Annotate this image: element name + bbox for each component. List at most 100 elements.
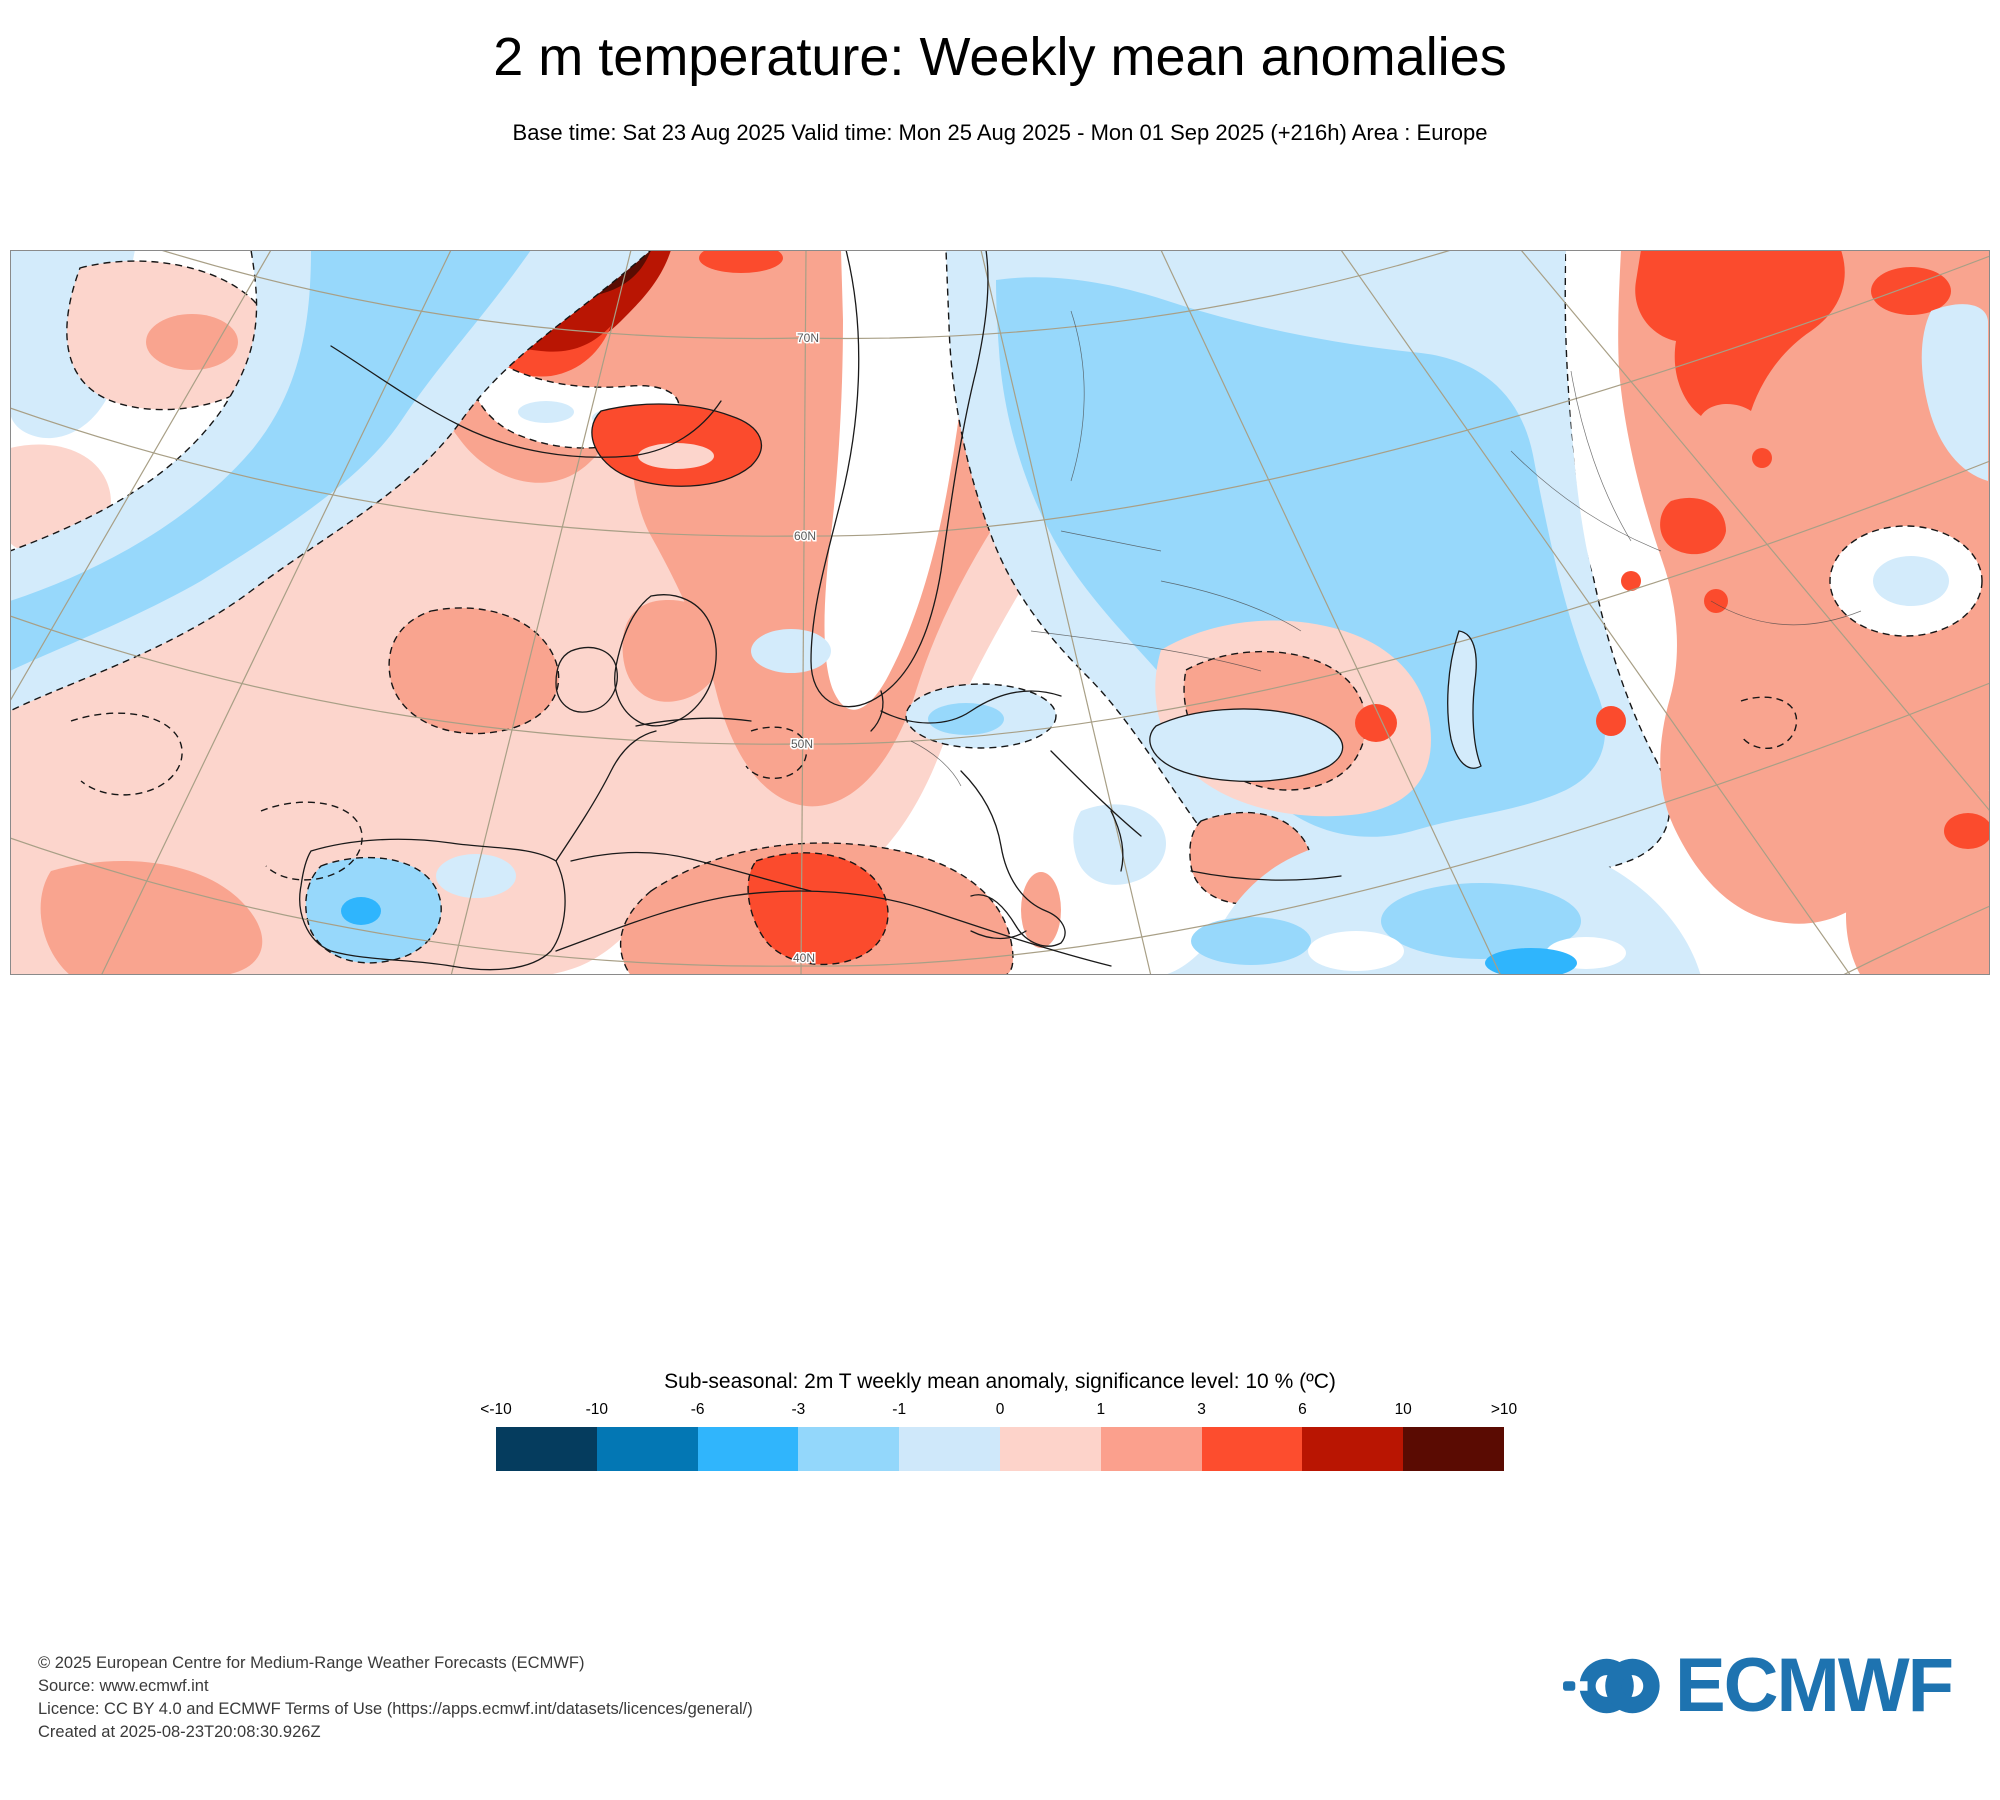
meridian-line <box>1520 250 1990 812</box>
region-ne-neutral-band <box>1566 250 1658 639</box>
logo-dash <box>1562 1681 1576 1691</box>
colorbar-cell <box>1201 1427 1303 1471</box>
footer-line: Licence: CC BY 4.0 and ECMWF Terms of Us… <box>38 1700 753 1718</box>
country-border <box>1070 310 1085 482</box>
colorbar-tick: -10 <box>585 1401 608 1418</box>
colorbar-tick: 0 <box>995 1401 1005 1418</box>
ecmwf-logo-text: ECMWF <box>1674 1643 1954 1728</box>
region-sw-atlantic-warm-core <box>40 861 263 975</box>
region-midright-cool-pocket <box>1873 556 1949 606</box>
anomaly-map: 70N 60N 50N 40N <box>10 250 1990 975</box>
region-biscay-warm-core <box>388 607 560 735</box>
country-border <box>1030 630 1262 672</box>
region-russia-hot-blob-2 <box>1871 267 1951 315</box>
country-border <box>1160 580 1302 632</box>
legend-title: Sub-seasonal: 2m T weekly mean anomaly, … <box>664 1370 1336 1393</box>
page-subtitle: Base time: Sat 23 Aug 2025 Valid time: M… <box>512 120 1488 145</box>
parallel-line-50n <box>10 460 1990 745</box>
country-border <box>910 740 962 787</box>
parallel-line-60n <box>10 255 1990 537</box>
map-coastlines <box>299 250 1482 971</box>
colorbar-tick: -6 <box>690 1401 705 1418</box>
parallel-line-70n <box>160 250 1452 340</box>
region-russia-hot-blob <box>1635 250 1845 416</box>
region-russia-warm <box>1618 250 1990 924</box>
coastline-ireland <box>555 646 618 713</box>
colorbar-tick: -1 <box>892 1401 907 1418</box>
coastline-caspian <box>1447 630 1482 769</box>
region-iceland-interior <box>638 443 714 469</box>
meridian-line <box>1160 250 1502 975</box>
graticule-label-70n: 70N <box>797 331 819 345</box>
meridian-line <box>10 250 272 702</box>
footer-line: Created at 2025-08-23T20:08:30.926Z <box>38 1723 321 1741</box>
coastline-channel <box>635 717 752 727</box>
region-russia-hot-spot-4 <box>1752 448 1772 468</box>
significance-contour <box>745 726 808 780</box>
map-graticule-labels: 70N 60N 50N 40N <box>789 330 820 967</box>
colorbar-cell <box>596 1427 698 1471</box>
region-mideast-cool-core-2 <box>1191 917 1311 965</box>
region-pocket-cool-spot-1 <box>518 401 574 423</box>
colorbar-tick: 1 <box>1096 1401 1106 1418</box>
significance-contour <box>260 801 363 881</box>
coastline-denmark <box>870 690 884 732</box>
region-labrador-warm-core <box>146 314 238 370</box>
region-alps-cool-core <box>928 703 1004 735</box>
footer-line: Source: www.ecmwf.int <box>38 1677 209 1695</box>
parallel-line-40n <box>10 682 1990 967</box>
coastline-greenland <box>330 345 722 458</box>
region-mideast-cold-core <box>1485 948 1577 975</box>
meridian-line <box>450 250 632 975</box>
region-russia-hot-spot-1 <box>1596 706 1626 736</box>
coastline-turkey-south <box>1190 870 1342 881</box>
colorbar-cell <box>999 1427 1101 1471</box>
region-north-sea-cool <box>751 629 831 673</box>
meridian-line <box>100 250 452 975</box>
coastline-greece <box>1110 810 1124 872</box>
region-caspian-cool <box>1447 631 1481 769</box>
region-black-sea-cool <box>1149 708 1343 782</box>
coastline-med-north <box>570 851 812 892</box>
region-nafrica-hot-core <box>747 852 889 966</box>
coastline-iceland <box>591 403 762 487</box>
colorbar-cell <box>1100 1427 1202 1471</box>
colorbar-ticks: <-10 -10 -6 -3 -1 0 1 3 6 10 >10 <box>480 1401 1517 1423</box>
country-border <box>1060 530 1162 552</box>
colorbar-tick: 3 <box>1197 1401 1206 1418</box>
map-significance-contours <box>70 696 1798 881</box>
page-title: 2 m temperature: Weekly mean anomalies <box>493 27 1507 87</box>
parallel-line-30n <box>1841 905 1990 975</box>
coastline-black-sea <box>1149 708 1344 783</box>
coastline-iberia <box>299 838 566 971</box>
ecmwf-logo-icon <box>1562 1658 1660 1714</box>
region-sardinia-warm <box>1021 872 1061 948</box>
graticule-label-40n: 40N <box>793 951 815 965</box>
significance-contour <box>70 712 183 796</box>
region-topright-cool-pocket <box>1921 304 1988 481</box>
colorbar-cell <box>798 1427 900 1471</box>
region-greenland-se-hot-fringe <box>411 291 611 377</box>
region-iberia-cold-spot <box>341 897 381 925</box>
country-border <box>1510 450 1662 552</box>
map-frame <box>10 250 1990 975</box>
region-south-atlantic-warm <box>10 415 693 975</box>
colorbar-cell <box>1302 1427 1404 1471</box>
colorbar-tick: <-10 <box>480 1401 512 1418</box>
region-russia-hot-blob-3 <box>1660 497 1726 555</box>
colorbar-tick: 10 <box>1394 1401 1412 1418</box>
colorbar-cell <box>697 1427 799 1471</box>
colorbar-cell <box>899 1427 1000 1471</box>
colorbar-cell <box>1403 1427 1504 1471</box>
region-russia-hot-spot-2 <box>1704 589 1728 613</box>
map-regions <box>10 250 1990 975</box>
region-mideast-cool-core-1 <box>1381 883 1581 959</box>
region-norway-neutral-band <box>824 250 976 710</box>
colorbar <box>496 1427 1504 1471</box>
coastline-adriatic <box>1050 750 1142 837</box>
region-mideast-neutral-pocket-1 <box>1308 931 1404 971</box>
meridian-line <box>1340 250 1852 975</box>
coastline-italy <box>960 770 1066 947</box>
map-graticule <box>10 250 1990 975</box>
colorbar-cell <box>496 1427 597 1471</box>
